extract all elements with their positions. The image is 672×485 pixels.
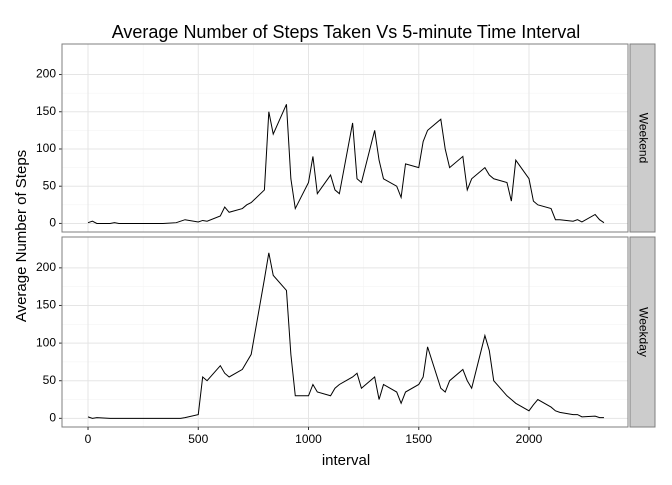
x-tick-label: 0 [85, 432, 92, 446]
facet-label: Weekend [636, 113, 650, 163]
x-tick-label: 1500 [405, 432, 432, 446]
y-tick-label: 100 [36, 335, 56, 349]
y-tick-label: 200 [36, 67, 56, 81]
y-tick-label: 50 [43, 178, 57, 192]
panel-border [61, 236, 629, 428]
chart-title: Average Number of Steps Taken Vs 5-minut… [112, 22, 581, 42]
panel-background [62, 44, 628, 232]
y-tick-label: 0 [49, 216, 56, 230]
facet-strip [629, 236, 656, 428]
facet-strip [629, 43, 656, 233]
panel-border [61, 43, 629, 233]
x-tick-label: 2000 [516, 432, 543, 446]
y-tick-label: 150 [36, 298, 56, 312]
y-tick-label: 0 [49, 411, 56, 425]
y-tick-label: 50 [43, 373, 57, 387]
x-tick-label: 500 [188, 432, 208, 446]
facet-label: Weekday [636, 307, 650, 357]
y-axis-label: Average Number of Steps [13, 150, 30, 322]
x-axis-label: interval [322, 452, 370, 469]
line [87, 252, 604, 419]
line [87, 104, 605, 224]
y-tick-label: 150 [36, 104, 56, 118]
y-tick-label: 100 [36, 141, 56, 155]
panel-background [62, 237, 628, 427]
y-tick-label: 200 [36, 260, 56, 274]
x-tick-label: 1000 [295, 432, 322, 446]
